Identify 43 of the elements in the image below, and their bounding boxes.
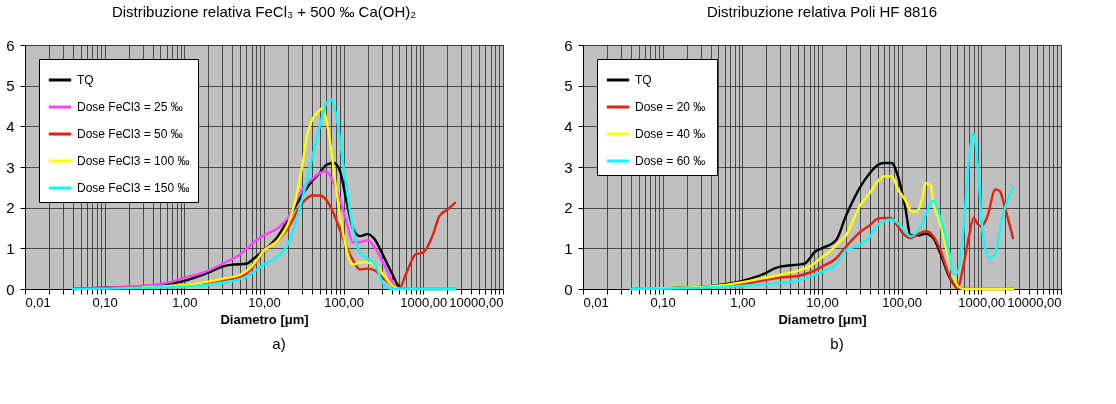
x-tick-label: 1000,00 bbox=[958, 294, 1006, 310]
y-tick-label: 5 bbox=[564, 77, 573, 95]
text: b) bbox=[829, 335, 845, 352]
x-tick-label: 1,00 bbox=[172, 294, 198, 310]
chart-title: Distribuzione relativa Poli HF 8816 bbox=[706, 3, 938, 20]
y-tick-label: 1 bbox=[564, 239, 573, 257]
x-tick-label: 1000,00 bbox=[400, 294, 448, 310]
text: a) bbox=[271, 335, 287, 352]
legend-label: Dose FeCl3 = 100 ‰ bbox=[77, 154, 190, 168]
legend-label: Dose = 60 ‰ bbox=[635, 154, 706, 168]
x-axis-title: Diametro [μm] bbox=[220, 311, 309, 327]
y-tick-label: 0 bbox=[6, 280, 15, 298]
y-tick-label: 6 bbox=[6, 36, 15, 54]
legend-label: TQ bbox=[635, 73, 652, 87]
x-tick-label: 1,00 bbox=[730, 294, 756, 310]
y-tick-label: 3 bbox=[564, 158, 573, 176]
y-tick-label: 6 bbox=[564, 36, 573, 54]
legend-label: Dose = 20 ‰ bbox=[635, 100, 706, 114]
legend-label: Dose = 40 ‰ bbox=[635, 127, 706, 141]
x-tick-label: 0,01 bbox=[25, 294, 51, 310]
legend-label: Dose FeCl3 = 150 ‰ bbox=[77, 181, 190, 195]
legend-label: Dose FeCl3 = 50 ‰ bbox=[77, 127, 183, 141]
x-tick-label: 100,00 bbox=[882, 294, 923, 310]
x-tick-label: 0,10 bbox=[92, 294, 118, 310]
legend-label: TQ bbox=[77, 73, 94, 87]
y-tick-label: 4 bbox=[6, 117, 15, 135]
x-tick-label: 0,10 bbox=[650, 294, 676, 310]
x-axis-title: Diametro [μm] bbox=[778, 311, 867, 327]
x-tick-label: 100,00 bbox=[324, 294, 365, 310]
chart-title: Distribuzione relativa FeCl₃ + 500 ‰ Ca(OH)₂ bbox=[111, 3, 417, 20]
y-tick-label: 1 bbox=[6, 239, 15, 257]
y-tick-label: 0 bbox=[564, 280, 573, 298]
x-tick-label: 0,01 bbox=[583, 294, 609, 310]
y-tick-label: 5 bbox=[6, 77, 15, 95]
y-tick-label: 2 bbox=[6, 199, 15, 217]
legend-label: Dose FeCl3 = 25 ‰ bbox=[77, 100, 183, 114]
y-tick-label: 4 bbox=[564, 117, 573, 135]
y-tick-label: 3 bbox=[6, 158, 15, 176]
x-tick-label: 10,00 bbox=[248, 294, 281, 310]
y-tick-label: 2 bbox=[564, 199, 573, 217]
x-tick-label: 10000,00 bbox=[1007, 294, 1062, 310]
x-tick-label: 10,00 bbox=[806, 294, 839, 310]
x-tick-label: 10000,00 bbox=[449, 294, 504, 310]
